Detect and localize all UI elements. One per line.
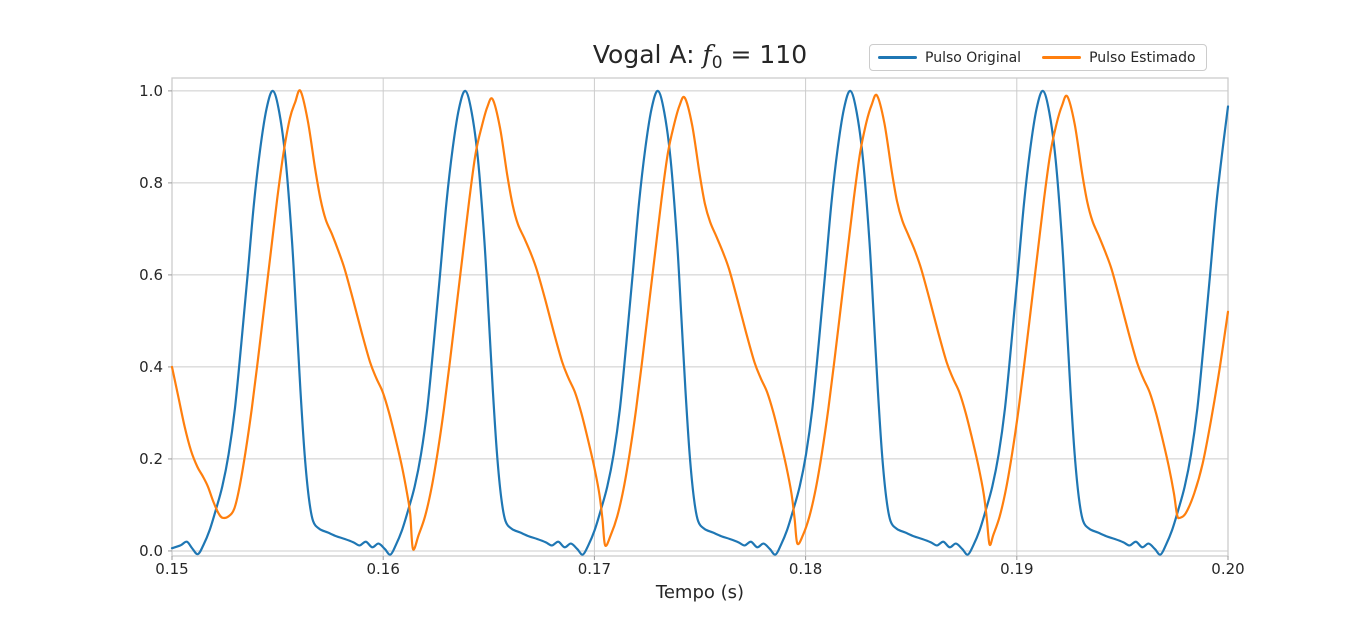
y-tick-label: 0.4 — [139, 358, 163, 376]
chart-title-prefix: Vogal A: — [592, 40, 703, 69]
legend-item-pulso-estimado: Pulso Estimado — [1042, 49, 1196, 66]
x-tick-label: 0.20 — [1211, 560, 1244, 578]
chart-title: Vogal A: f0 = 110 — [172, 40, 1228, 73]
legend-line-swatch-orange — [1042, 56, 1082, 59]
series-line-pulso-original — [170, 89, 1230, 556]
y-tick-label: 0.6 — [139, 266, 163, 284]
x-tick-label: 0.19 — [1000, 560, 1033, 578]
x-axis-label: Tempo (s) — [655, 582, 745, 603]
x-tick-label: 0.16 — [366, 560, 399, 578]
plot-border — [171, 77, 1229, 557]
chart-title-f-variable: f — [702, 40, 712, 69]
chart-title-f-subscript: 0 — [711, 53, 723, 73]
legend-item-pulso-original: Pulso Original — [878, 50, 1021, 66]
x-tick-label: 0.18 — [789, 560, 822, 578]
chart-title-suffix: = 110 — [722, 40, 808, 69]
legend: Pulso Original Pulso Estimado — [869, 44, 1207, 71]
y-tick-label: 0.0 — [139, 542, 163, 560]
y-tick-label: 1.0 — [139, 82, 163, 100]
y-tick-label: 0.2 — [139, 450, 163, 468]
legend-line-swatch-blue — [878, 56, 917, 59]
series-line-pulso-estimado — [170, 89, 1230, 551]
x-tick-label: 0.15 — [155, 560, 188, 578]
y-tick-label: 0.8 — [139, 174, 163, 192]
legend-label: Pulso Original — [925, 49, 1022, 66]
x-tick-label: 0.17 — [578, 560, 611, 578]
legend-label: Pulso Estimado — [1089, 49, 1196, 66]
